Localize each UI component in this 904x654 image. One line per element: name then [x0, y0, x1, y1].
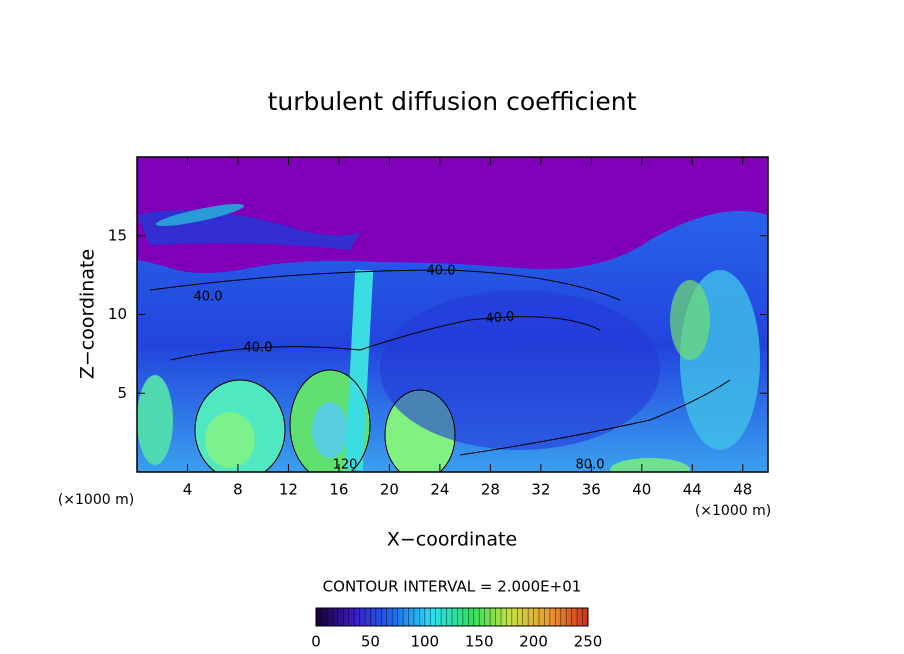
contour-label: 40.0 [244, 341, 273, 356]
x-tick-label: 8 [233, 481, 243, 499]
x-tick-label: 24 [430, 481, 449, 499]
colorbar-tick-label: 200 [519, 633, 548, 651]
x-unit-left: (×1000 m) [58, 492, 134, 508]
x-tick-label: 48 [733, 481, 752, 499]
contour-interval: CONTOUR INTERVAL = 2.000E+01 [323, 578, 582, 596]
field [137, 157, 768, 472]
x-tick-label: 4 [183, 481, 193, 499]
x-tick-label: 28 [481, 481, 500, 499]
x-tick-label: 44 [683, 481, 702, 499]
colorbar-tick-label: 100 [410, 633, 439, 651]
colorbar-tick-label: 250 [574, 633, 603, 651]
x-tick-label: 12 [279, 481, 298, 499]
contour-label: 40.0 [427, 264, 456, 279]
y-axis-title: Z−coordinate [77, 249, 99, 379]
contour-label: 120 [333, 458, 358, 473]
y-tick-label: 5 [117, 384, 127, 402]
x-unit-right: (×1000 m) [695, 503, 771, 519]
x-axis-title: X−coordinate [387, 529, 517, 551]
colorbar-tick-label: 150 [465, 633, 494, 651]
chart-title: turbulent diffusion coefficient [268, 87, 637, 116]
colorbar-tick-label: 50 [361, 633, 380, 651]
y-tick-label: 10 [108, 305, 127, 323]
x-tick-label: 36 [582, 481, 601, 499]
x-tick-label: 32 [531, 481, 550, 499]
contour-label: 40.0 [194, 290, 223, 305]
y-tick-label: 15 [108, 226, 127, 244]
x-tick-label: 40 [632, 481, 651, 499]
x-tick-label: 20 [380, 481, 399, 499]
colorbar-tick-label: 0 [311, 633, 321, 651]
contour-label: 40.0 [485, 309, 515, 326]
contour-label: 80.0 [576, 458, 605, 473]
x-tick-label: 16 [329, 481, 348, 499]
